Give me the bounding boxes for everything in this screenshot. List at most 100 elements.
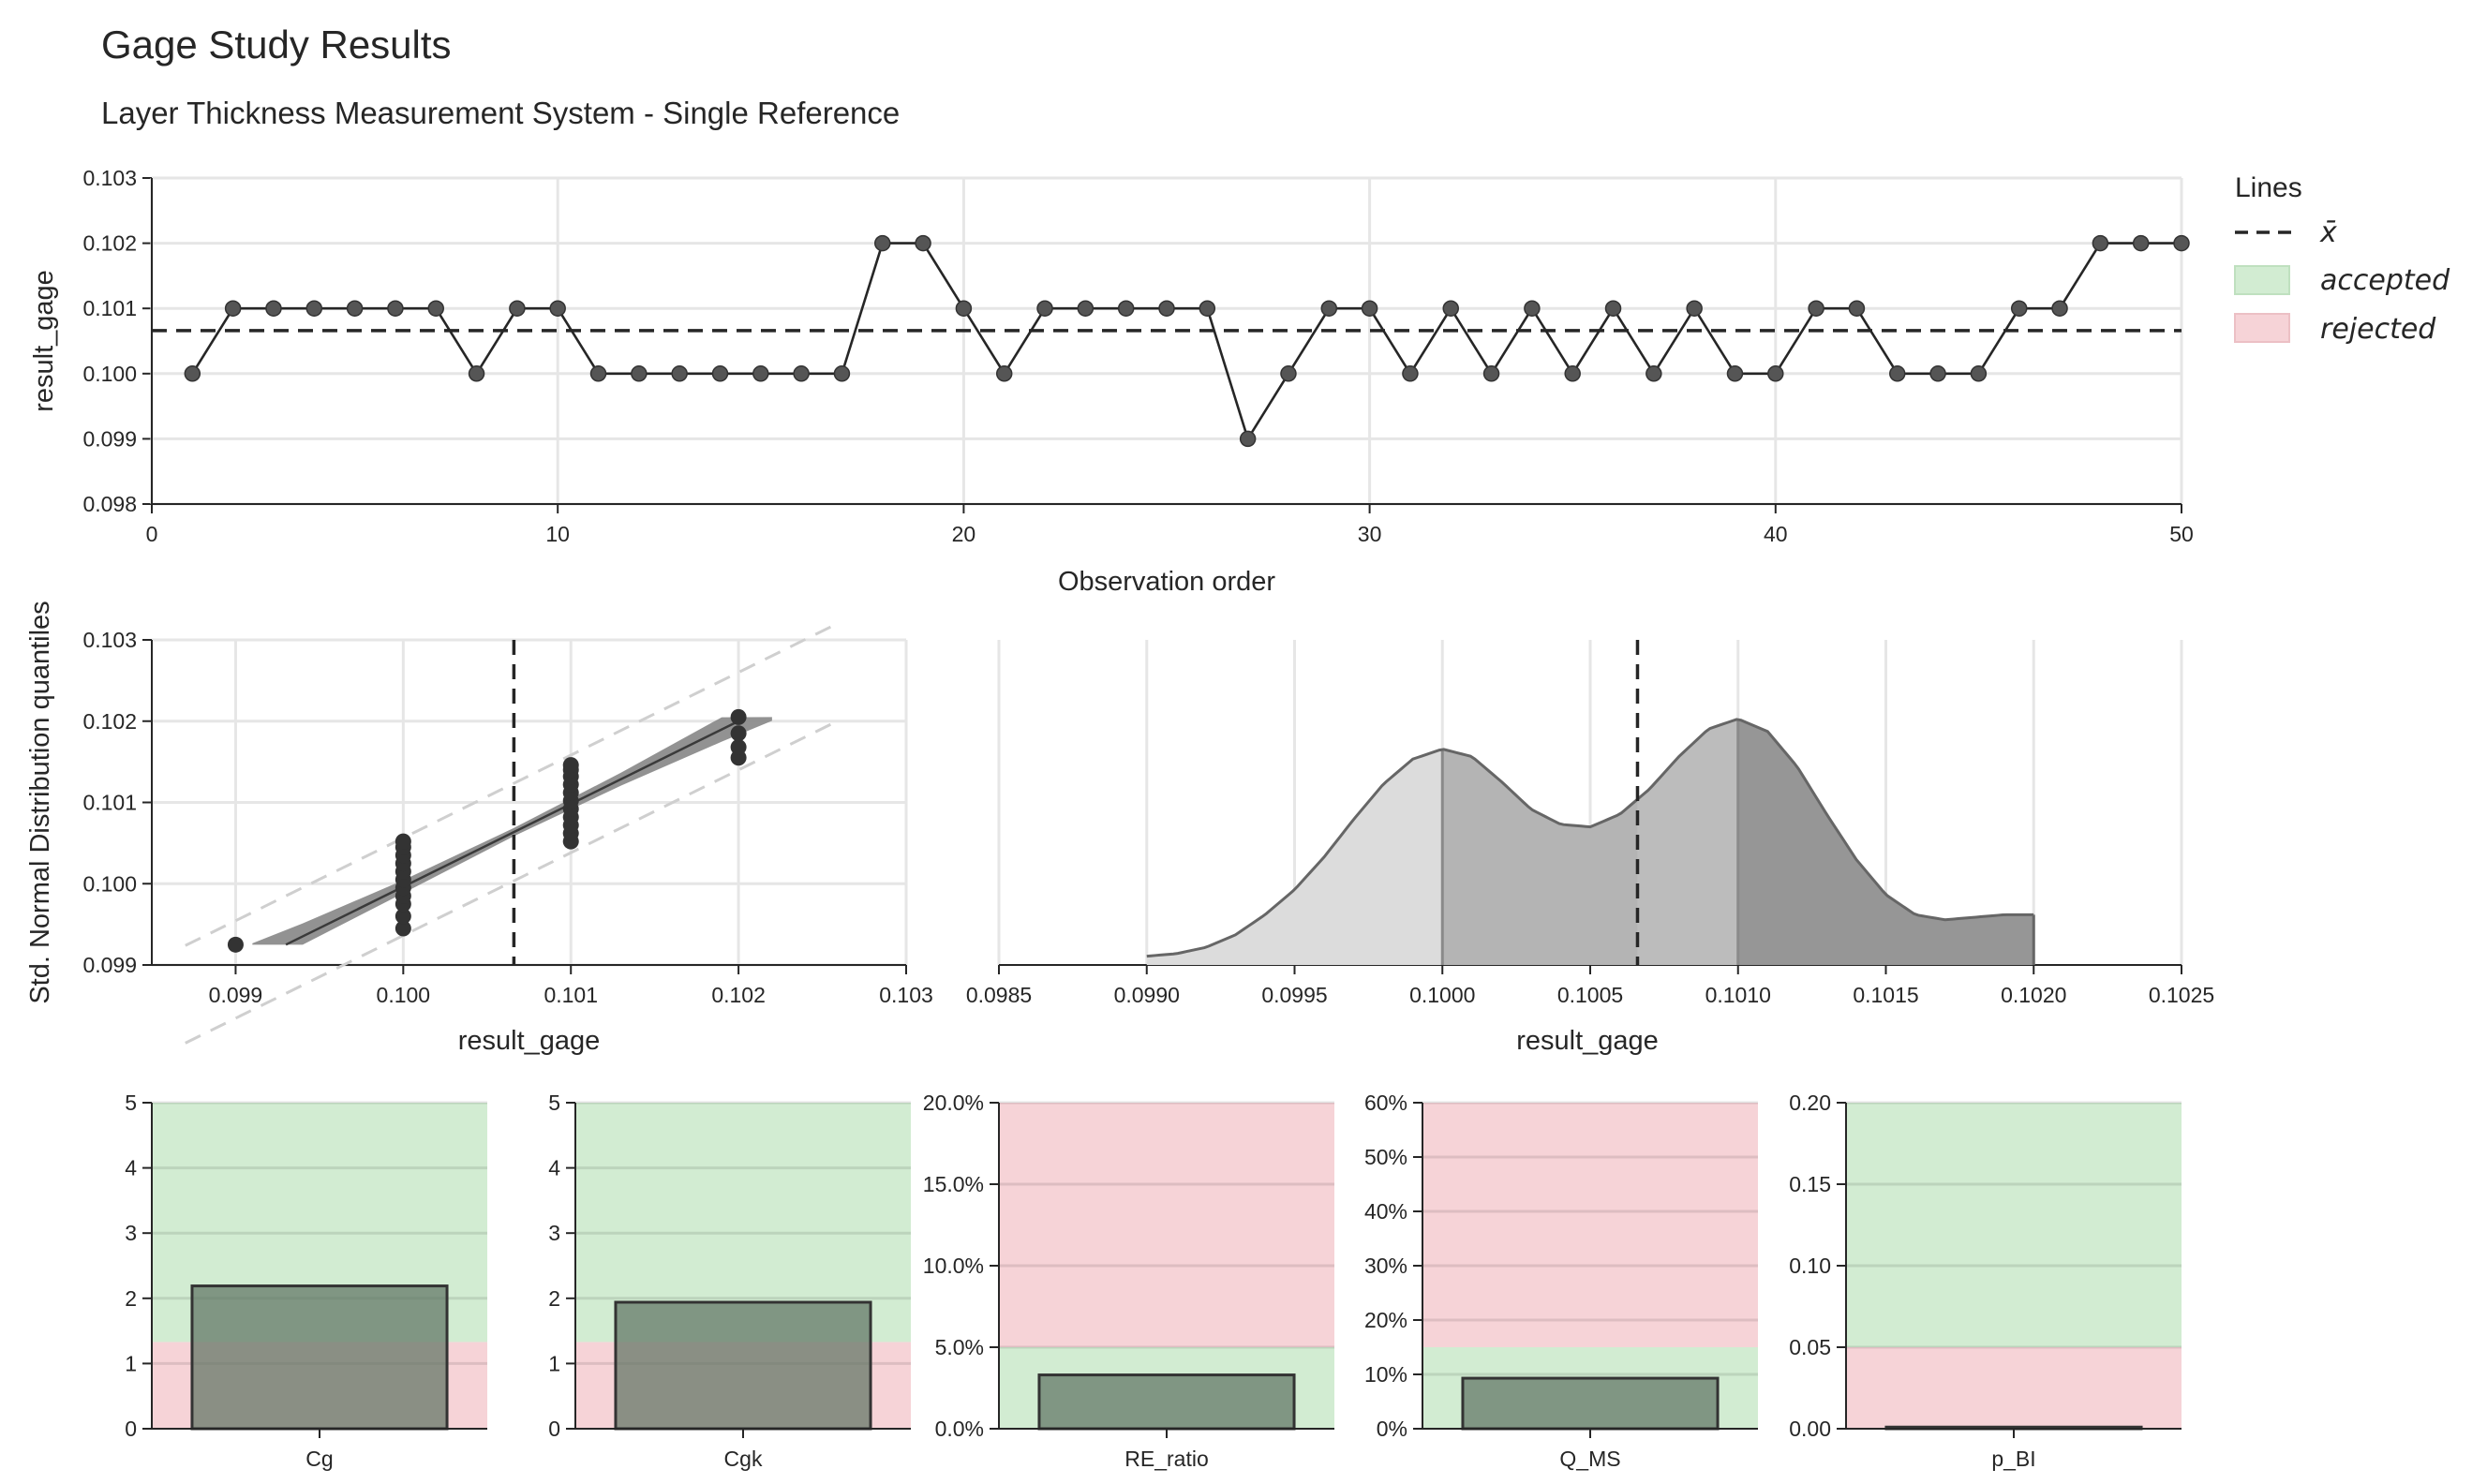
- run-xtick-label: 50: [2169, 522, 2194, 546]
- run-point: [874, 234, 891, 252]
- cap-category-label: Q_MS: [1559, 1447, 1620, 1471]
- cap-ytick-label: 0.0%: [935, 1417, 984, 1441]
- cap-bar: [614, 1300, 872, 1431]
- run-point: [793, 365, 810, 382]
- run-point: [1808, 300, 1824, 317]
- kde-xtick-label: 0.0985: [966, 983, 1032, 1007]
- run-point: [1158, 300, 1175, 317]
- prob-xtick-label: 0.102: [711, 983, 766, 1007]
- run-point: [1036, 300, 1053, 317]
- prob-point: [227, 936, 244, 953]
- run-xtick-label: 0: [146, 522, 158, 546]
- kde-xtick-label: 0.0990: [1114, 983, 1180, 1007]
- run-point: [2173, 234, 2190, 252]
- cap-ytick-label: 40%: [1364, 1199, 1407, 1224]
- run-xlabel: Observation order: [1058, 567, 1275, 597]
- run-xtick-label: 20: [952, 522, 976, 546]
- run-point: [995, 365, 1013, 382]
- cap-ytick-label: 5: [125, 1091, 137, 1115]
- run-point: [427, 300, 444, 317]
- capability-Q_MS: 0% 10% 20% 30% 40% 50% 60% Q_MS: [1364, 1091, 1758, 1471]
- run-point: [1482, 365, 1500, 382]
- cap-region-rejected: [1422, 1103, 1758, 1347]
- prob-ylabel: Std. Normal Distribution quantiles: [25, 601, 55, 1003]
- prob-ytick-label: 0.099: [82, 953, 137, 977]
- run-point: [2051, 300, 2068, 317]
- prob-xtick-label: 0.101: [544, 983, 598, 1007]
- run-point: [184, 365, 201, 382]
- prob-ytick-label: 0.102: [82, 709, 137, 734]
- run-point: [224, 300, 242, 317]
- run-point: [1442, 300, 1459, 317]
- kde-xtick-label: 0.1015: [1853, 983, 1918, 1007]
- run-point: [1970, 365, 1988, 382]
- cap-bar: [190, 1284, 449, 1431]
- cap-ytick-label: 0.20: [1789, 1091, 1831, 1115]
- run-point: [265, 300, 282, 317]
- cap-ytick-label: 10.0%: [923, 1254, 984, 1278]
- cap-ytick-label: 0: [125, 1417, 137, 1441]
- run-point: [468, 365, 485, 382]
- capability-Cgk: 0 1 2 3 4 5 Cgk: [548, 1091, 911, 1471]
- prob-ytick-label: 0.101: [82, 791, 137, 815]
- run-point: [1848, 300, 1866, 317]
- cap-category-label: Cgk: [724, 1447, 763, 1471]
- cap-ytick-label: 0: [548, 1417, 560, 1441]
- kde-xtick-label: 0.1025: [2149, 983, 2214, 1007]
- run-point: [833, 365, 851, 382]
- legend-accepted-patch: [2234, 265, 2290, 295]
- run-xtick-label: 30: [1358, 522, 1382, 546]
- run-point: [1604, 300, 1622, 317]
- cap-ytick-label: 5: [548, 1091, 560, 1115]
- run-ytick-label: 0.098: [82, 492, 137, 516]
- cap-ytick-label: 4: [125, 1156, 137, 1180]
- prob-xtick-label: 0.103: [879, 983, 933, 1007]
- run-point: [1361, 300, 1378, 317]
- cap-ytick-label: 30%: [1364, 1254, 1407, 1278]
- run-series-line: [191, 242, 2182, 442]
- prob-confidence-band: [252, 717, 772, 945]
- run-ytick-label: 0.100: [82, 362, 137, 386]
- legend-label-rejected: rejected: [2320, 313, 2436, 346]
- prob-ytick-label: 0.103: [82, 628, 137, 652]
- capability-p_BI: 0.00 0.05 0.10 0.15 0.20 p_BI: [1789, 1091, 2182, 1471]
- run-point: [1726, 365, 1744, 382]
- probability-plot: 0.099 0.100 0.101 0.102 0.103 0.099 0.100 0.101…: [25, 601, 933, 1056]
- cap-region-accepted: [1846, 1103, 2182, 1347]
- run-point: [1686, 300, 1703, 317]
- run-point: [346, 300, 364, 317]
- cap-category-label: Cg: [305, 1447, 333, 1471]
- kde-xtick-label: 0.1005: [1557, 983, 1623, 1007]
- run-point: [1767, 365, 1784, 382]
- kde-xtick-label: 0.1010: [1705, 983, 1771, 1007]
- cap-ytick-label: 2: [125, 1286, 137, 1311]
- run-ytick-label: 0.102: [82, 231, 137, 256]
- run-xtick-label: 10: [545, 522, 570, 546]
- capability-charts: 0 1 2 3 4 5 Cg 0 1 2 3 4 5 Cgk 0.0% 5.0% 10.0% 15.0% 20.0%…: [125, 1091, 2182, 1471]
- kde-plot: 0.0985 0.0990 0.0995 0.1000 0.1005 0.1010 0.10…: [966, 640, 2214, 1056]
- run-chart: 0.098 0.099 0.100 0.101 0.102 0.103 0 10 20 30 40 5…: [29, 166, 2194, 597]
- cap-ytick-label: 60%: [1364, 1091, 1407, 1115]
- prob-xlabel: result_gage: [458, 1026, 601, 1056]
- kde-xtick-label: 0.1020: [2001, 983, 2066, 1007]
- run-point: [1646, 365, 1662, 382]
- prob-point: [562, 757, 579, 774]
- kde-curve: [1146, 718, 2034, 958]
- prob-xtick-label: 0.100: [377, 983, 431, 1007]
- cap-ytick-label: 1: [548, 1351, 560, 1375]
- run-point: [2132, 234, 2150, 252]
- kde-segment: [1637, 719, 1738, 965]
- run-ylabel: result_gage: [29, 270, 59, 412]
- kde-xlabel: result_gage: [1516, 1026, 1659, 1056]
- run-point: [1239, 430, 1257, 448]
- cap-bar: [1461, 1376, 1720, 1431]
- kde-xtick-label: 0.0995: [1261, 983, 1327, 1007]
- prob-point: [395, 920, 411, 937]
- run-ytick-label: 0.101: [82, 296, 137, 320]
- capability-Cg: 0 1 2 3 4 5 Cg: [125, 1091, 487, 1471]
- run-point: [711, 365, 729, 382]
- run-point: [1280, 365, 1297, 382]
- cap-ytick-label: 50%: [1364, 1145, 1407, 1169]
- prob-point: [395, 833, 411, 850]
